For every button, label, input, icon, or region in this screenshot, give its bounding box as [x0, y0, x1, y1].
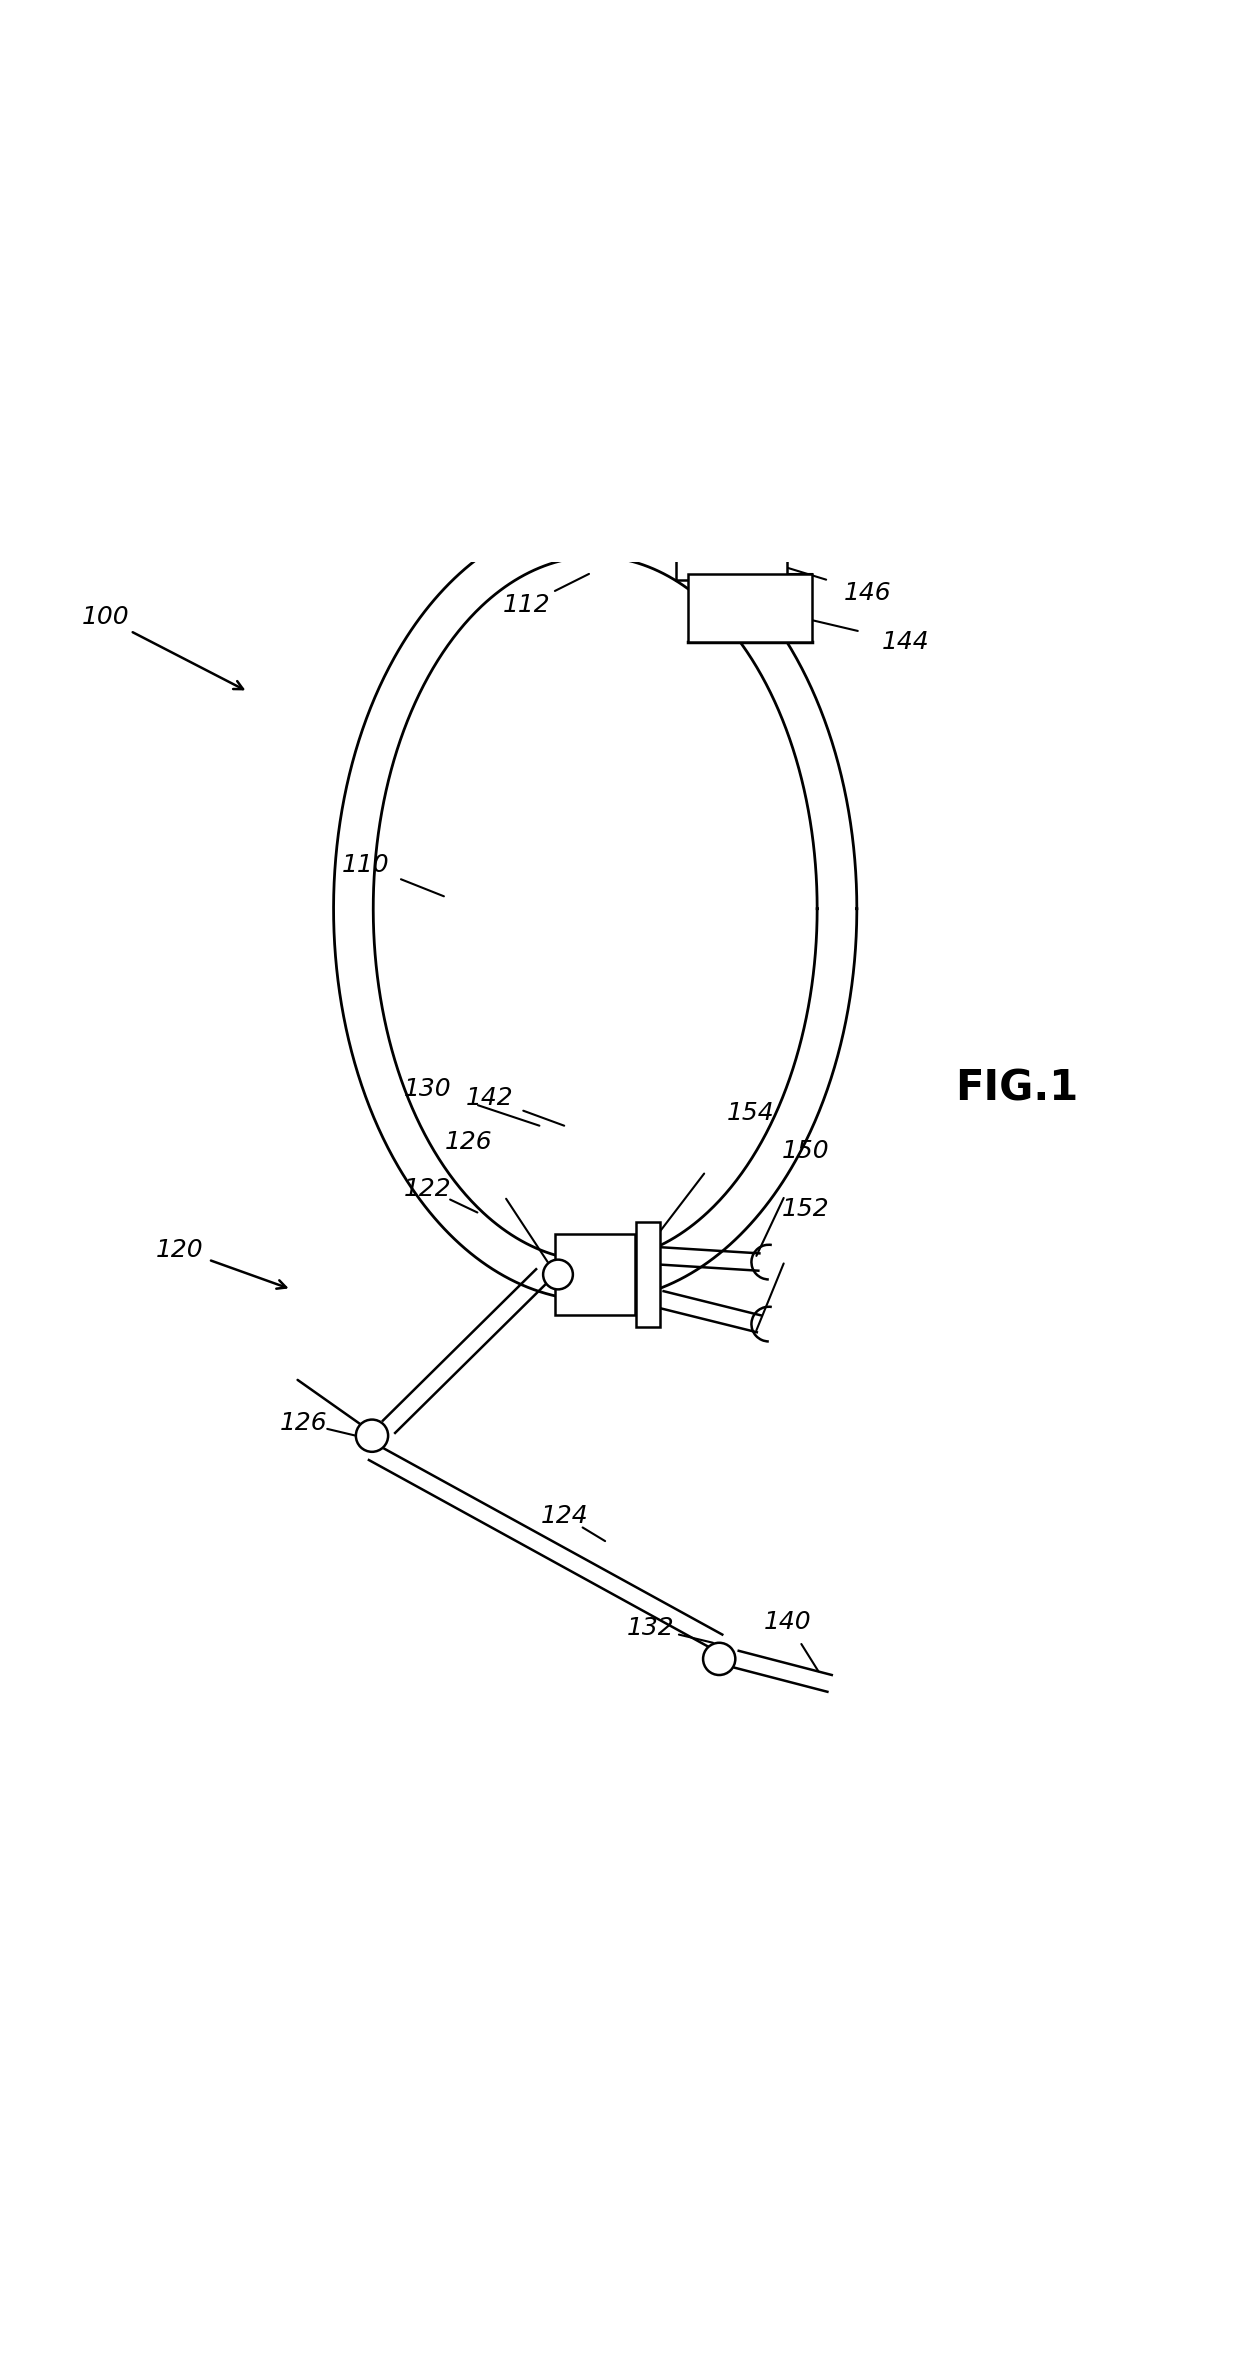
Polygon shape	[688, 574, 812, 643]
Text: 124: 124	[541, 1505, 588, 1529]
Text: 152: 152	[782, 1196, 830, 1222]
Text: 122: 122	[404, 1177, 451, 1200]
Text: 126: 126	[445, 1130, 492, 1153]
Text: 100: 100	[82, 605, 129, 629]
Text: 120: 120	[156, 1238, 203, 1262]
Text: 146: 146	[844, 581, 892, 605]
Polygon shape	[676, 525, 787, 579]
Bar	[556, 1233, 635, 1314]
Text: 132: 132	[627, 1616, 675, 1640]
Text: 110: 110	[342, 853, 389, 877]
Text: 112: 112	[503, 593, 551, 617]
Circle shape	[703, 1642, 735, 1675]
Text: 126: 126	[280, 1411, 327, 1434]
Text: 154: 154	[727, 1101, 774, 1125]
Text: 140: 140	[764, 1609, 811, 1633]
Text: 142: 142	[466, 1087, 513, 1111]
Text: FIG.1: FIG.1	[955, 1068, 1079, 1111]
Bar	[635, 1222, 661, 1328]
Circle shape	[543, 1259, 573, 1290]
Text: 130: 130	[404, 1078, 451, 1101]
Text: 150: 150	[782, 1139, 830, 1163]
Text: 144: 144	[882, 631, 929, 655]
Circle shape	[356, 1420, 388, 1451]
